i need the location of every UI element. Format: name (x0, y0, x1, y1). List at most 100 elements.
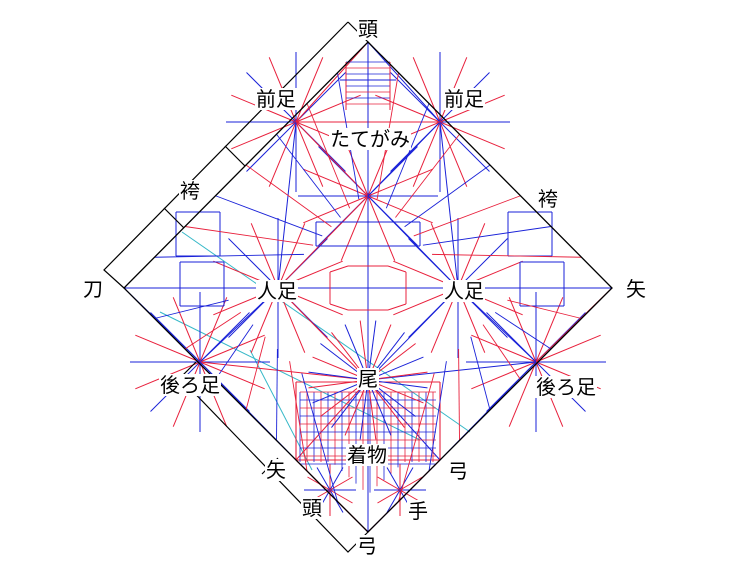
crease-line (215, 195, 323, 237)
label-arrow-right: 矢 (626, 277, 646, 301)
crease-line (422, 226, 552, 246)
crease-line (245, 336, 266, 411)
crease-line (289, 361, 308, 472)
crease-line (215, 324, 254, 380)
label-background (255, 88, 297, 110)
crease-line (250, 223, 279, 289)
label-hind-leg-right: 後ろ足 (536, 375, 596, 399)
label-background (447, 460, 469, 482)
crease-line (246, 121, 297, 172)
label-background (301, 497, 323, 519)
crease-line (367, 379, 441, 461)
crease-line (482, 324, 521, 380)
label-background (407, 500, 429, 522)
crease-line (295, 94, 361, 123)
label-arrow-bottom: 矢 (266, 458, 286, 482)
crease-line (535, 297, 564, 363)
bracket-tick (224, 145, 246, 167)
crease-line (228, 238, 279, 289)
crease-line (367, 287, 459, 381)
label-bow-bottom: 弓 (357, 534, 377, 558)
crease-line (340, 195, 369, 261)
crease-line (199, 334, 265, 363)
crease-line (367, 361, 537, 381)
crease-line (395, 133, 460, 218)
label-sword: 刀 (83, 277, 103, 301)
crease-line (231, 121, 297, 150)
crease-line (387, 303, 407, 311)
crease-line (399, 467, 414, 491)
crease-line (457, 238, 508, 289)
crease-line (329, 489, 353, 504)
crease-line (295, 72, 346, 123)
crease-line (471, 334, 537, 363)
label-background (357, 18, 379, 40)
crease-line (399, 476, 423, 491)
crease-line (413, 195, 521, 237)
label-bow-right: 弓 (448, 459, 468, 483)
crease-line (303, 195, 369, 224)
crease-line (470, 336, 491, 411)
crease-line (390, 72, 441, 123)
label-hakama-left: 袴 (180, 179, 200, 203)
crease-line (276, 133, 341, 218)
crease-line (367, 195, 459, 289)
crease-line (154, 253, 304, 258)
crease-line (375, 94, 441, 123)
crease-line (329, 265, 349, 273)
crease-line (412, 121, 441, 187)
label-background (535, 376, 597, 398)
crease-line (277, 121, 297, 289)
crease-line (277, 223, 306, 289)
crease-line (398, 373, 435, 502)
crease-line (439, 121, 490, 172)
crease-line (172, 297, 201, 363)
crease-line (494, 312, 552, 350)
crease-line (245, 164, 332, 228)
crease-line (432, 253, 582, 258)
label-tail: 尾 (358, 367, 378, 391)
crease-line (295, 41, 369, 123)
label-background (256, 280, 298, 302)
crease-line (386, 467, 401, 491)
crease-line (249, 349, 313, 471)
label-background (179, 180, 201, 202)
crease-line (135, 334, 201, 363)
crease-line (367, 195, 433, 224)
label-background (265, 459, 287, 481)
label-background (537, 188, 559, 210)
crease-line (367, 41, 441, 123)
label-head-bottom: 頭 (302, 496, 322, 520)
crease-line (386, 489, 401, 513)
crease-line (181, 231, 471, 433)
label-kimono: 着物 (347, 443, 387, 467)
crease-line (277, 287, 369, 381)
crease-line (276, 348, 278, 441)
label-background (443, 280, 485, 302)
crease-line (295, 121, 324, 187)
label-hakama-right: 袴 (538, 187, 558, 211)
crease-line (184, 312, 242, 350)
crease-line (301, 373, 338, 502)
label-hand: 手 (408, 499, 428, 523)
label-background (356, 535, 378, 557)
label-background (357, 368, 379, 390)
crease-line (458, 348, 460, 441)
label-top-head: 頭 (358, 17, 378, 41)
label-background (346, 444, 388, 466)
crease-line (428, 361, 447, 472)
crease-line (430, 223, 459, 289)
label-background (159, 374, 221, 396)
crease-line (412, 57, 441, 123)
crease-line (439, 121, 505, 150)
crease-line (535, 334, 601, 363)
label-front-leg-left: 前足 (256, 87, 296, 111)
crease-line (154, 299, 229, 319)
crease-line (404, 164, 491, 228)
crease-line (471, 361, 537, 390)
label-background (329, 128, 411, 150)
crease-line (377, 489, 401, 504)
crease-line (316, 467, 331, 491)
crease-line (199, 297, 228, 363)
